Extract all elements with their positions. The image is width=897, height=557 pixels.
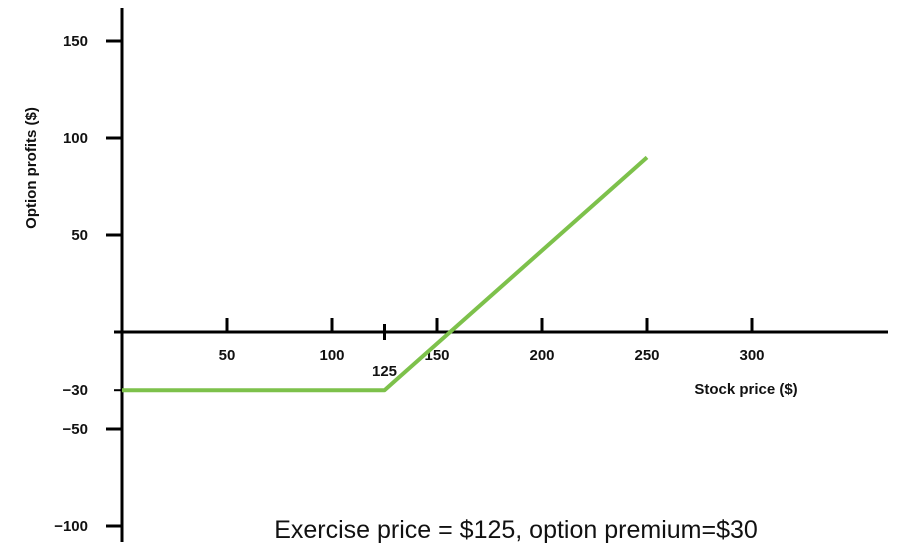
y-ticks: 150 100 50 −30 −50 −100 xyxy=(54,33,130,535)
x-tick-label: 100 xyxy=(319,347,344,364)
y-tick-label: −50 xyxy=(63,421,88,438)
x-axis-label: Stock price ($) xyxy=(694,381,797,398)
x-tick-label: 250 xyxy=(634,347,659,364)
x-tick-label: 300 xyxy=(739,347,764,364)
chart-caption: Exercise price = $125, option premium=$3… xyxy=(274,516,758,544)
y-tick-label: −30 xyxy=(63,382,88,399)
profit-line xyxy=(122,155,649,393)
y-tick-label: 100 xyxy=(63,130,88,147)
axes xyxy=(114,8,888,542)
y-tick-label: 150 xyxy=(63,33,88,50)
y-tick-label: 50 xyxy=(71,227,88,244)
y-tick-label: −100 xyxy=(54,518,88,535)
x-tick-label: 200 xyxy=(529,347,554,364)
x-tick-label: 125 xyxy=(372,363,397,380)
series xyxy=(122,155,649,393)
y-axis-label: Option profits ($) xyxy=(23,107,40,229)
x-tick-label: 50 xyxy=(219,347,236,364)
